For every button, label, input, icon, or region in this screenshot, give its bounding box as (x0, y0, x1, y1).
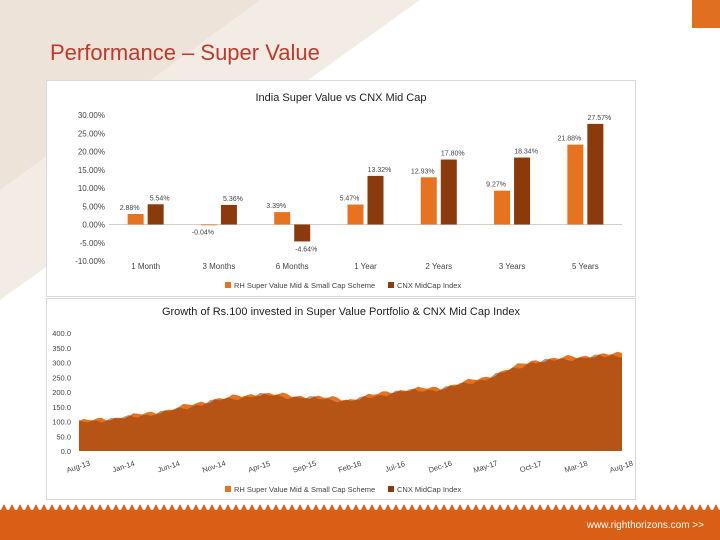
x-tick-label: Jan-14 (111, 459, 136, 475)
area-chart: Growth of Rs.100 invested in Super Value… (52, 306, 634, 494)
x-tick-label: 2 Years (425, 262, 452, 271)
x-tick-label: 3 Months (202, 262, 235, 271)
y-tick-label: -10.00% (75, 257, 105, 266)
bar (587, 123, 604, 225)
footer-url: www.righthorizons.com >> (586, 520, 704, 531)
bar (127, 213, 144, 225)
x-tick-label: Aug-18 (608, 459, 634, 475)
data-label: 2.88% (120, 205, 140, 212)
data-label: 3.39% (266, 203, 286, 210)
x-tick-label: May-17 (472, 458, 499, 474)
x-tick-label: Sep-15 (292, 459, 318, 475)
legend-swatch (225, 486, 231, 492)
bar (147, 204, 164, 225)
area-series (79, 354, 622, 451)
data-label: 17.80% (441, 151, 465, 158)
bar-chart-panel: India Super Value vs CNX Mid Cap 30.00% 25… (46, 80, 636, 297)
y-tick-label: 10.00% (78, 184, 105, 193)
y-tick-label: 5.00% (82, 202, 105, 211)
y-tick-label: 25.00% (78, 129, 105, 138)
y-tick-label: -5.00% (80, 239, 105, 248)
data-label: 13.32% (368, 167, 392, 174)
x-tick-label: Jun-14 (156, 459, 181, 475)
y-tick-label: 0.0 (61, 447, 71, 456)
y-tick-label: 50.0 (56, 432, 71, 441)
x-tick-label: Jul-16 (384, 459, 406, 474)
y-tick-label: 100.0 (52, 418, 71, 427)
legend-swatch (225, 282, 231, 288)
data-label: -0.04% (192, 230, 214, 237)
legend-label: RH Super Value Mid & Small Cap Scheme (234, 485, 375, 494)
bar (440, 159, 457, 225)
data-label: 12.93% (411, 168, 435, 175)
legend-swatch (388, 486, 394, 492)
x-tick-label: 3 Years (499, 262, 526, 271)
y-tick-label: 20.00% (78, 148, 105, 157)
x-tick-label: Apr-15 (247, 459, 271, 475)
data-label: 5.36% (223, 196, 243, 203)
x-tick-label: Nov-14 (201, 459, 227, 475)
y-tick-label: 400.0 (52, 329, 71, 338)
x-tick-label: Aug-13 (65, 459, 91, 475)
bar (200, 224, 217, 226)
y-tick-label: 30.00% (78, 111, 105, 120)
data-label: -4.64% (295, 246, 317, 253)
y-tick-label: 350.0 (52, 344, 71, 353)
y-tick-label: 200.0 (52, 388, 71, 397)
y-tick-label: 250.0 (52, 373, 71, 382)
data-label: 21.88% (557, 136, 581, 143)
x-tick-label: Mar-18 (563, 459, 588, 475)
legend-label: RH Super Value Mid & Small Cap Scheme (234, 281, 375, 290)
bar (347, 204, 364, 225)
x-tick-label: Dec-16 (427, 459, 453, 475)
footer-bar (0, 504, 720, 540)
legend-label: CNX MidCap Index (397, 281, 461, 290)
bar-chart-title: India Super Value vs CNX Mid Cap (256, 92, 427, 104)
corner-accent (692, 0, 720, 28)
bar-chart: India Super Value vs CNX Mid Cap 30.00% 25… (75, 92, 622, 290)
bar (294, 224, 311, 242)
data-label: 27.57% (587, 115, 611, 122)
y-tick-label: 15.00% (78, 166, 105, 175)
bar (567, 144, 584, 225)
x-tick-label: 1 Year (354, 262, 377, 271)
legend-swatch (388, 282, 394, 288)
area-chart-panel: Growth of Rs.100 invested in Super Value… (46, 298, 636, 500)
page-title: Performance – Super Value (50, 40, 320, 65)
legend-label: CNX MidCap Index (397, 485, 461, 494)
data-label: 5.47% (340, 196, 360, 203)
x-tick-label: 1 Month (131, 262, 160, 271)
x-tick-label: Feb-16 (337, 459, 362, 475)
area-chart-title: Growth of Rs.100 invested in Super Value… (162, 306, 521, 318)
y-tick-label: 0.00% (82, 221, 105, 230)
y-tick-label: 150.0 (52, 403, 71, 412)
y-tick-label: 300.0 (52, 359, 71, 368)
bar (274, 212, 291, 225)
bar (514, 157, 531, 225)
data-label: 9.27% (486, 182, 506, 189)
bar (420, 177, 437, 225)
data-label: 5.54% (150, 195, 170, 202)
bar (494, 190, 511, 225)
bar (220, 204, 237, 225)
data-label: 18.34% (514, 149, 538, 156)
x-tick-label: Oct-17 (519, 459, 543, 475)
x-tick-label: 5 Years (572, 262, 599, 271)
x-tick-label: 6 Months (276, 262, 309, 271)
footer-zigzag (0, 504, 720, 512)
bar (367, 175, 384, 225)
